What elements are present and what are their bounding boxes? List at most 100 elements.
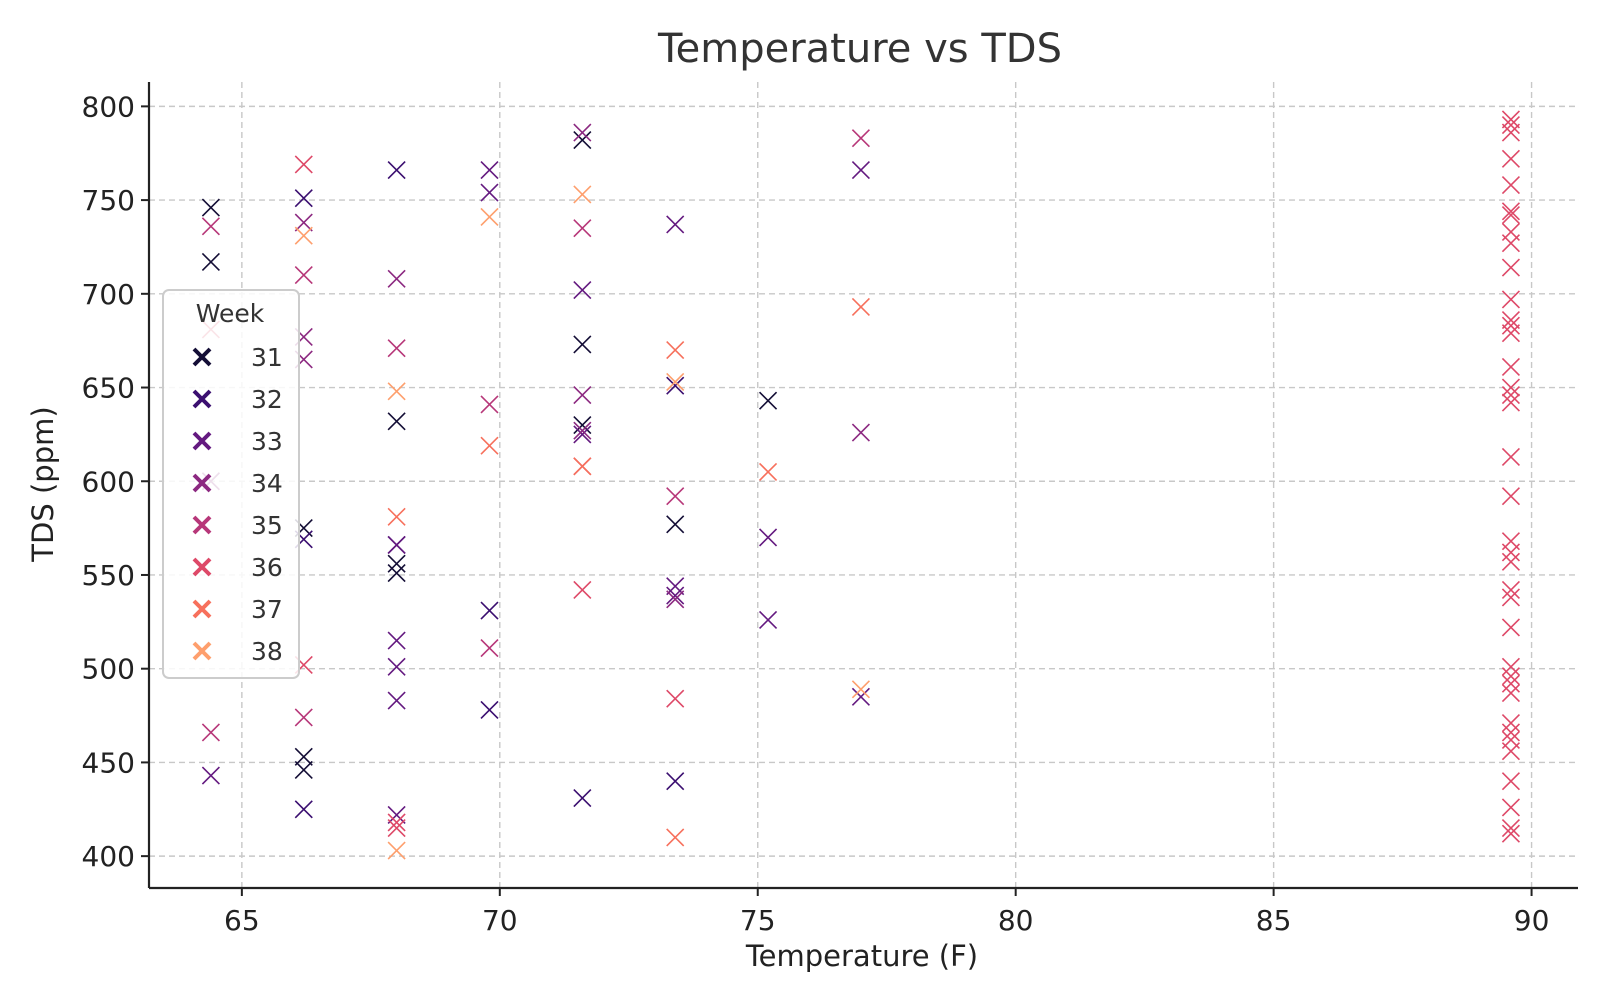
data-point bbox=[573, 335, 592, 354]
series-week-32 bbox=[294, 161, 685, 819]
x-tick-label: 80 bbox=[998, 904, 1034, 937]
data-point bbox=[573, 415, 592, 435]
data-point bbox=[387, 805, 406, 824]
data-point bbox=[1501, 378, 1521, 397]
data-point bbox=[666, 590, 685, 609]
legend-label: 36 bbox=[251, 553, 283, 582]
data-point bbox=[294, 265, 313, 285]
data-point bbox=[294, 800, 313, 819]
legend-marker bbox=[192, 389, 212, 409]
data-point bbox=[1501, 116, 1521, 135]
data-point bbox=[1501, 149, 1521, 168]
data-point bbox=[387, 818, 406, 838]
data-point bbox=[666, 372, 685, 391]
data-point bbox=[573, 580, 592, 600]
data-point bbox=[1501, 742, 1521, 761]
data-point bbox=[387, 564, 406, 583]
data-point bbox=[387, 535, 406, 555]
data-point bbox=[573, 219, 592, 238]
data-point bbox=[851, 129, 870, 148]
data-point bbox=[1501, 818, 1521, 838]
legend-label: 37 bbox=[251, 595, 283, 624]
data-point bbox=[387, 339, 406, 358]
data-point bbox=[294, 760, 313, 779]
legend-label: 38 bbox=[251, 637, 283, 666]
y-tick-label: 750 bbox=[82, 184, 135, 217]
legend-marker bbox=[192, 557, 212, 577]
legend-marker bbox=[192, 515, 212, 535]
series-week-36 bbox=[201, 110, 1521, 843]
data-point bbox=[294, 213, 313, 232]
x-ticks: 65 70 75 80 85 90 bbox=[224, 888, 1549, 937]
data-point bbox=[1501, 357, 1521, 376]
data-point bbox=[387, 412, 406, 431]
legend-label: 33 bbox=[251, 427, 283, 456]
data-point bbox=[480, 207, 499, 227]
legend-marker bbox=[192, 473, 212, 493]
data-point bbox=[666, 376, 685, 395]
data-point bbox=[1501, 310, 1521, 330]
data-point bbox=[1501, 618, 1521, 637]
legend-label: 32 bbox=[251, 385, 283, 414]
data-point bbox=[1501, 667, 1521, 686]
x-axis-label: Temperature (F) bbox=[745, 939, 978, 973]
data-point bbox=[480, 436, 499, 455]
data-point bbox=[387, 269, 406, 288]
data-point bbox=[1501, 447, 1521, 466]
series-week-35 bbox=[201, 129, 870, 742]
series-week-31 bbox=[201, 131, 778, 779]
data-point bbox=[480, 639, 499, 658]
legend-marker bbox=[192, 641, 212, 661]
data-point bbox=[1501, 824, 1521, 843]
data-point bbox=[1501, 552, 1521, 571]
legend-item: 32 bbox=[192, 385, 283, 414]
data-point bbox=[1501, 316, 1521, 335]
data-point bbox=[851, 423, 870, 442]
legend-box bbox=[162, 289, 300, 679]
data-point bbox=[1501, 324, 1521, 343]
legend-label: 31 bbox=[251, 343, 283, 372]
data-point bbox=[294, 708, 313, 727]
data-point bbox=[573, 425, 592, 444]
x-tick-label: 75 bbox=[740, 904, 776, 937]
y-axis-label: TDS (ppm) bbox=[26, 406, 60, 562]
x-tick-label: 70 bbox=[482, 904, 518, 937]
data-point bbox=[573, 788, 592, 808]
data-point bbox=[666, 487, 685, 506]
data-point bbox=[1501, 713, 1521, 733]
data-point bbox=[758, 391, 778, 410]
data-point bbox=[1501, 588, 1521, 607]
data-point bbox=[387, 554, 406, 573]
data-point bbox=[666, 772, 685, 791]
legend-item: 35 bbox=[192, 511, 283, 540]
legend-marker bbox=[192, 599, 212, 619]
grid bbox=[149, 82, 1578, 888]
legend: Week 31 32 33 34 35 36 37 38 bbox=[162, 289, 300, 679]
data-point bbox=[387, 657, 406, 676]
y-tick-label: 500 bbox=[82, 653, 135, 686]
data-point bbox=[573, 280, 592, 300]
series-week-38 bbox=[294, 185, 870, 860]
data-point bbox=[1501, 123, 1521, 142]
data-point bbox=[1501, 234, 1521, 253]
data-point bbox=[851, 297, 870, 316]
y-tick-label: 400 bbox=[82, 840, 135, 873]
data-point bbox=[573, 185, 592, 204]
data-point bbox=[480, 395, 499, 414]
data-point bbox=[1501, 543, 1521, 562]
legend-item: 34 bbox=[192, 469, 283, 498]
data-point bbox=[1501, 110, 1521, 129]
legend-item: 33 bbox=[192, 427, 283, 456]
data-point bbox=[573, 457, 592, 476]
data-point bbox=[387, 631, 406, 650]
data-point bbox=[387, 691, 406, 710]
data-point bbox=[480, 601, 499, 620]
data-point bbox=[201, 198, 220, 217]
legend-item: 38 bbox=[192, 637, 283, 666]
x-tick-label: 90 bbox=[1514, 904, 1550, 937]
series-week-37 bbox=[387, 297, 870, 847]
data-point bbox=[1501, 657, 1521, 676]
data-point bbox=[1501, 798, 1521, 817]
data-point bbox=[758, 462, 778, 481]
data-point bbox=[666, 215, 685, 234]
